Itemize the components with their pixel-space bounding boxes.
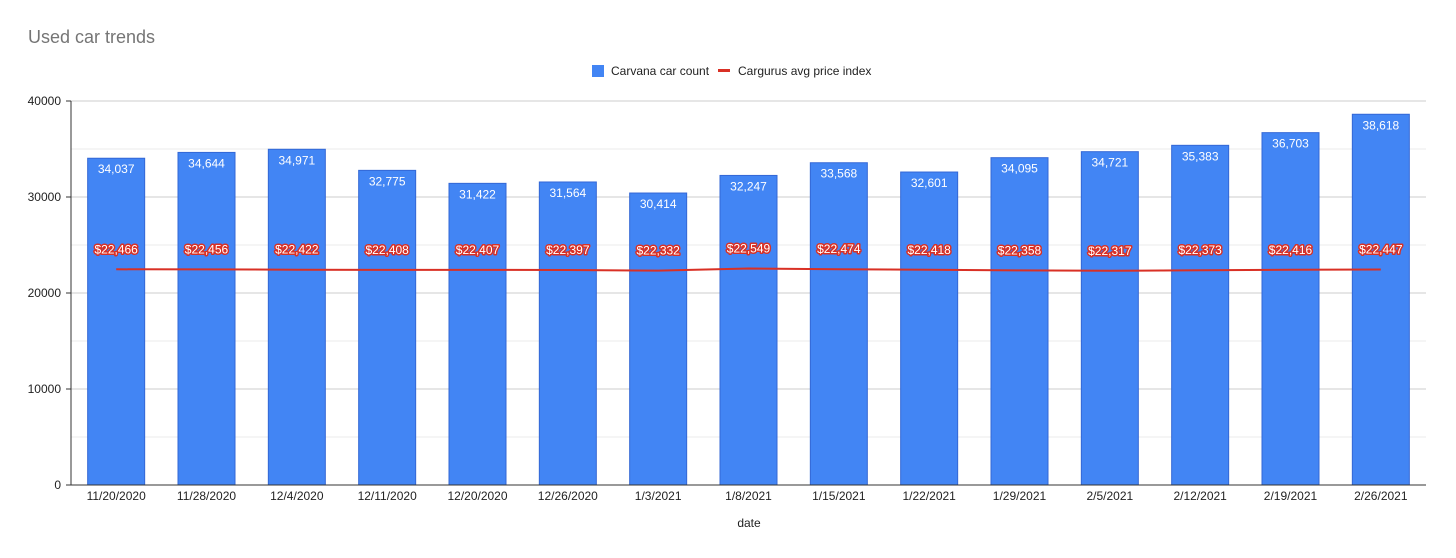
bar — [629, 192, 688, 486]
line-value-label: $22,332 — [636, 244, 680, 258]
line-value-label: $22,373 — [1178, 243, 1222, 257]
x-axis-ticks: 11/20/2020 11/28/2020 12/4/2020 12/11/2020 1… — [87, 489, 1408, 503]
bar-value-label: 33,568 — [820, 167, 857, 181]
bar-series — [87, 113, 1410, 486]
bar — [990, 157, 1049, 486]
bar-value-label: 32,775 — [369, 174, 406, 188]
bar-value-label: 36,703 — [1272, 137, 1309, 151]
y-tick-label: 20000 — [28, 286, 62, 300]
bar — [358, 169, 417, 486]
bar-value-label: 34,095 — [1001, 162, 1038, 176]
line-value-label: $22,474 — [817, 242, 861, 256]
x-tick-label: 2/19/2021 — [1264, 489, 1318, 503]
bar — [538, 181, 597, 486]
bar — [177, 151, 236, 486]
bar-value-label: 34,644 — [188, 156, 225, 170]
line-value-label: $22,466 — [94, 242, 138, 256]
chart-title: Used car trends — [28, 27, 155, 47]
bar-value-label: 35,383 — [1182, 149, 1219, 163]
price-line — [116, 267, 1381, 272]
line-series — [116, 267, 1381, 272]
y-tick-label: 30000 — [28, 190, 62, 204]
legend: Carvana car count Cargurus avg price ind… — [592, 64, 871, 78]
line-value-label: $22,317 — [1088, 244, 1132, 258]
line-value-label: $22,358 — [998, 243, 1042, 257]
bar — [1261, 132, 1320, 486]
x-tick-label: 2/12/2021 — [1173, 489, 1227, 503]
legend-label-line: Cargurus avg price index — [738, 64, 871, 78]
legend-swatch-bars — [592, 65, 604, 77]
bar-value-label: 34,721 — [1091, 156, 1128, 170]
legend-label-bars: Carvana car count — [611, 64, 710, 78]
bar — [1351, 113, 1410, 486]
x-tick-label: 11/28/2020 — [177, 489, 236, 503]
bar-value-label: 32,247 — [730, 179, 767, 193]
line-value-label: $22,549 — [727, 242, 771, 256]
x-tick-label: 11/20/2020 — [87, 489, 146, 503]
line-value-label: $22,447 — [1359, 243, 1403, 257]
bar — [448, 182, 507, 486]
x-tick-label: 1/29/2021 — [993, 489, 1047, 503]
bar-value-label: 34,037 — [98, 162, 135, 176]
x-tick-label: 12/26/2020 — [538, 489, 598, 503]
x-tick-label: 12/4/2020 — [270, 489, 324, 503]
bar-value-labels: 34,037 34,644 34,971 32,775 31,422 31,564 30,4… — [98, 118, 1400, 211]
line-value-label: $22,416 — [1269, 243, 1313, 257]
x-tick-label: 12/20/2020 — [447, 489, 507, 503]
bar — [87, 157, 146, 486]
y-tick-label: 10000 — [28, 382, 62, 396]
y-tick-label: 40000 — [28, 94, 62, 108]
line-value-label: $22,407 — [456, 243, 500, 257]
y-tick-label: 0 — [54, 478, 61, 492]
bar-value-label: 32,601 — [911, 176, 948, 190]
x-tick-label: 2/26/2021 — [1354, 489, 1408, 503]
x-tick-label: 12/11/2020 — [358, 489, 417, 503]
line-value-label: $22,422 — [275, 243, 319, 257]
x-axis-label: date — [737, 516, 761, 530]
bar — [1171, 144, 1230, 486]
x-tick-label: 1/15/2021 — [812, 489, 866, 503]
bar-value-label: 30,414 — [640, 197, 677, 211]
bar — [719, 174, 778, 486]
y-axis-ticks: 0 10000 20000 30000 40000 — [28, 94, 71, 492]
line-value-labels: $22,466 $22,456 $22,422 $22,408 $22,407 $22,3… — [93, 240, 1404, 259]
line-value-label: $22,408 — [365, 243, 409, 257]
bar-value-label: 34,971 — [278, 153, 315, 167]
bar — [267, 148, 326, 486]
x-tick-label: 2/5/2021 — [1086, 489, 1133, 503]
x-tick-label: 1/8/2021 — [725, 489, 772, 503]
bar-value-label: 31,422 — [459, 187, 496, 201]
x-tick-label: 1/3/2021 — [635, 489, 682, 503]
x-axis — [70, 101, 1426, 486]
bar — [809, 162, 868, 486]
bar-value-label: 31,564 — [549, 186, 586, 200]
x-tick-label: 1/22/2021 — [902, 489, 956, 503]
bar-value-label: 38,618 — [1362, 118, 1399, 132]
line-value-label: $22,418 — [907, 243, 951, 257]
legend-swatch-line — [718, 69, 730, 72]
line-value-label: $22,397 — [546, 243, 590, 257]
bar — [900, 171, 959, 486]
bar — [1080, 151, 1139, 486]
line-value-label: $22,456 — [185, 242, 229, 256]
